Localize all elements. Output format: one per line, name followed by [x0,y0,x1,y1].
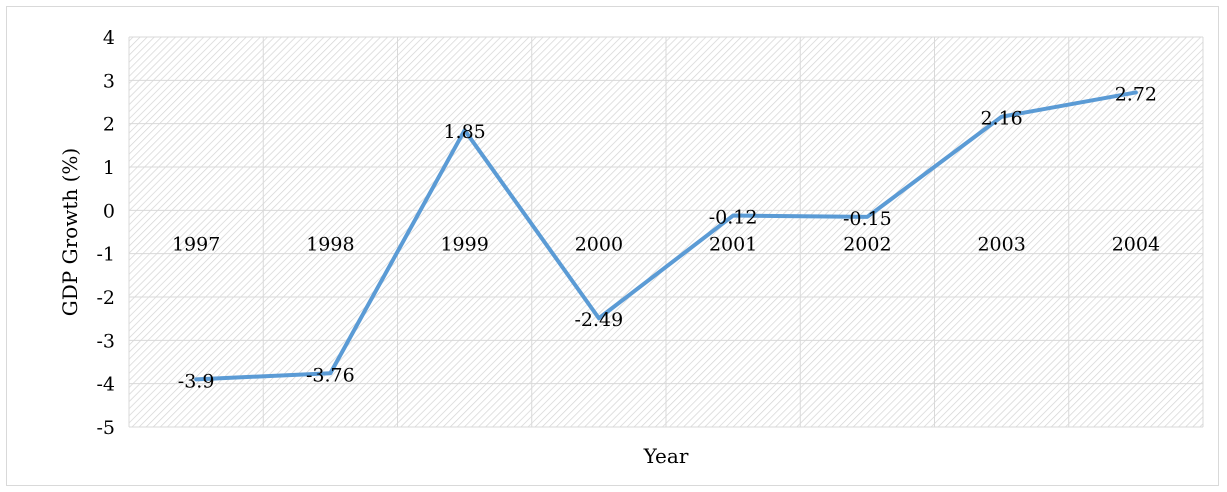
y-axis-title: GDP Growth (%) [58,148,82,316]
series-line [194,90,1138,382]
gridlines [128,36,1204,428]
data-label: 2.16 [980,108,1022,130]
data-point [328,371,332,375]
x-axis-title: Year [643,444,689,468]
x-axis-category-labels: 1997 1998 1999 2000 2001 2002 2003 2004 [172,233,1160,255]
y-tick-label: 0 [103,200,115,222]
data-point [463,128,467,132]
data-point [731,214,735,218]
data-point [865,215,869,219]
data-label: 2.72 [1115,83,1157,105]
data-label: 1.85 [443,121,485,143]
x-category-label: 1997 [172,233,220,255]
y-tick-label: 2 [103,114,115,136]
data-label: -0.15 [843,208,892,230]
line-chart: 4 3 2 1 0 -1 -2 -3 -4 -5 1997 1998 1999 2000 2001 2002… [58,27,1204,468]
y-tick-label: -1 [96,244,115,266]
data-labels: -3.9 -3.76 1.85 -2.49 -0.12 -0.15 2.16 2.72 [178,83,1157,392]
data-point [1000,115,1004,119]
data-label: -0.12 [709,207,758,229]
chart-frame: 4 3 2 1 0 -1 -2 -3 -4 -5 1997 1998 1999 2000 2001 2002… [6,6,1219,486]
data-label: -3.9 [178,370,215,392]
y-tick-label: 1 [103,157,115,179]
y-axis-tick-labels: 4 3 2 1 0 -1 -2 -3 -4 -5 [96,27,115,439]
x-category-label: 2002 [843,233,891,255]
data-point [1134,90,1138,94]
x-category-label: 2003 [977,233,1025,255]
data-label: -2.49 [575,309,624,331]
x-category-label: 1999 [440,233,488,255]
data-label: -3.76 [306,364,355,386]
y-tick-label: -5 [96,417,115,439]
x-category-label: 2000 [575,233,623,255]
data-point [194,377,198,381]
y-tick-label: 4 [103,27,115,49]
series-group [194,90,1138,382]
y-tick-label: -4 [96,374,115,396]
data-point [597,316,601,320]
y-tick-label: -3 [96,330,115,352]
y-tick-label: 3 [103,70,115,92]
x-category-label: 2001 [709,233,757,255]
x-category-label: 1998 [306,233,354,255]
y-tick-label: -2 [96,287,115,309]
x-category-label: 2004 [1112,233,1160,255]
